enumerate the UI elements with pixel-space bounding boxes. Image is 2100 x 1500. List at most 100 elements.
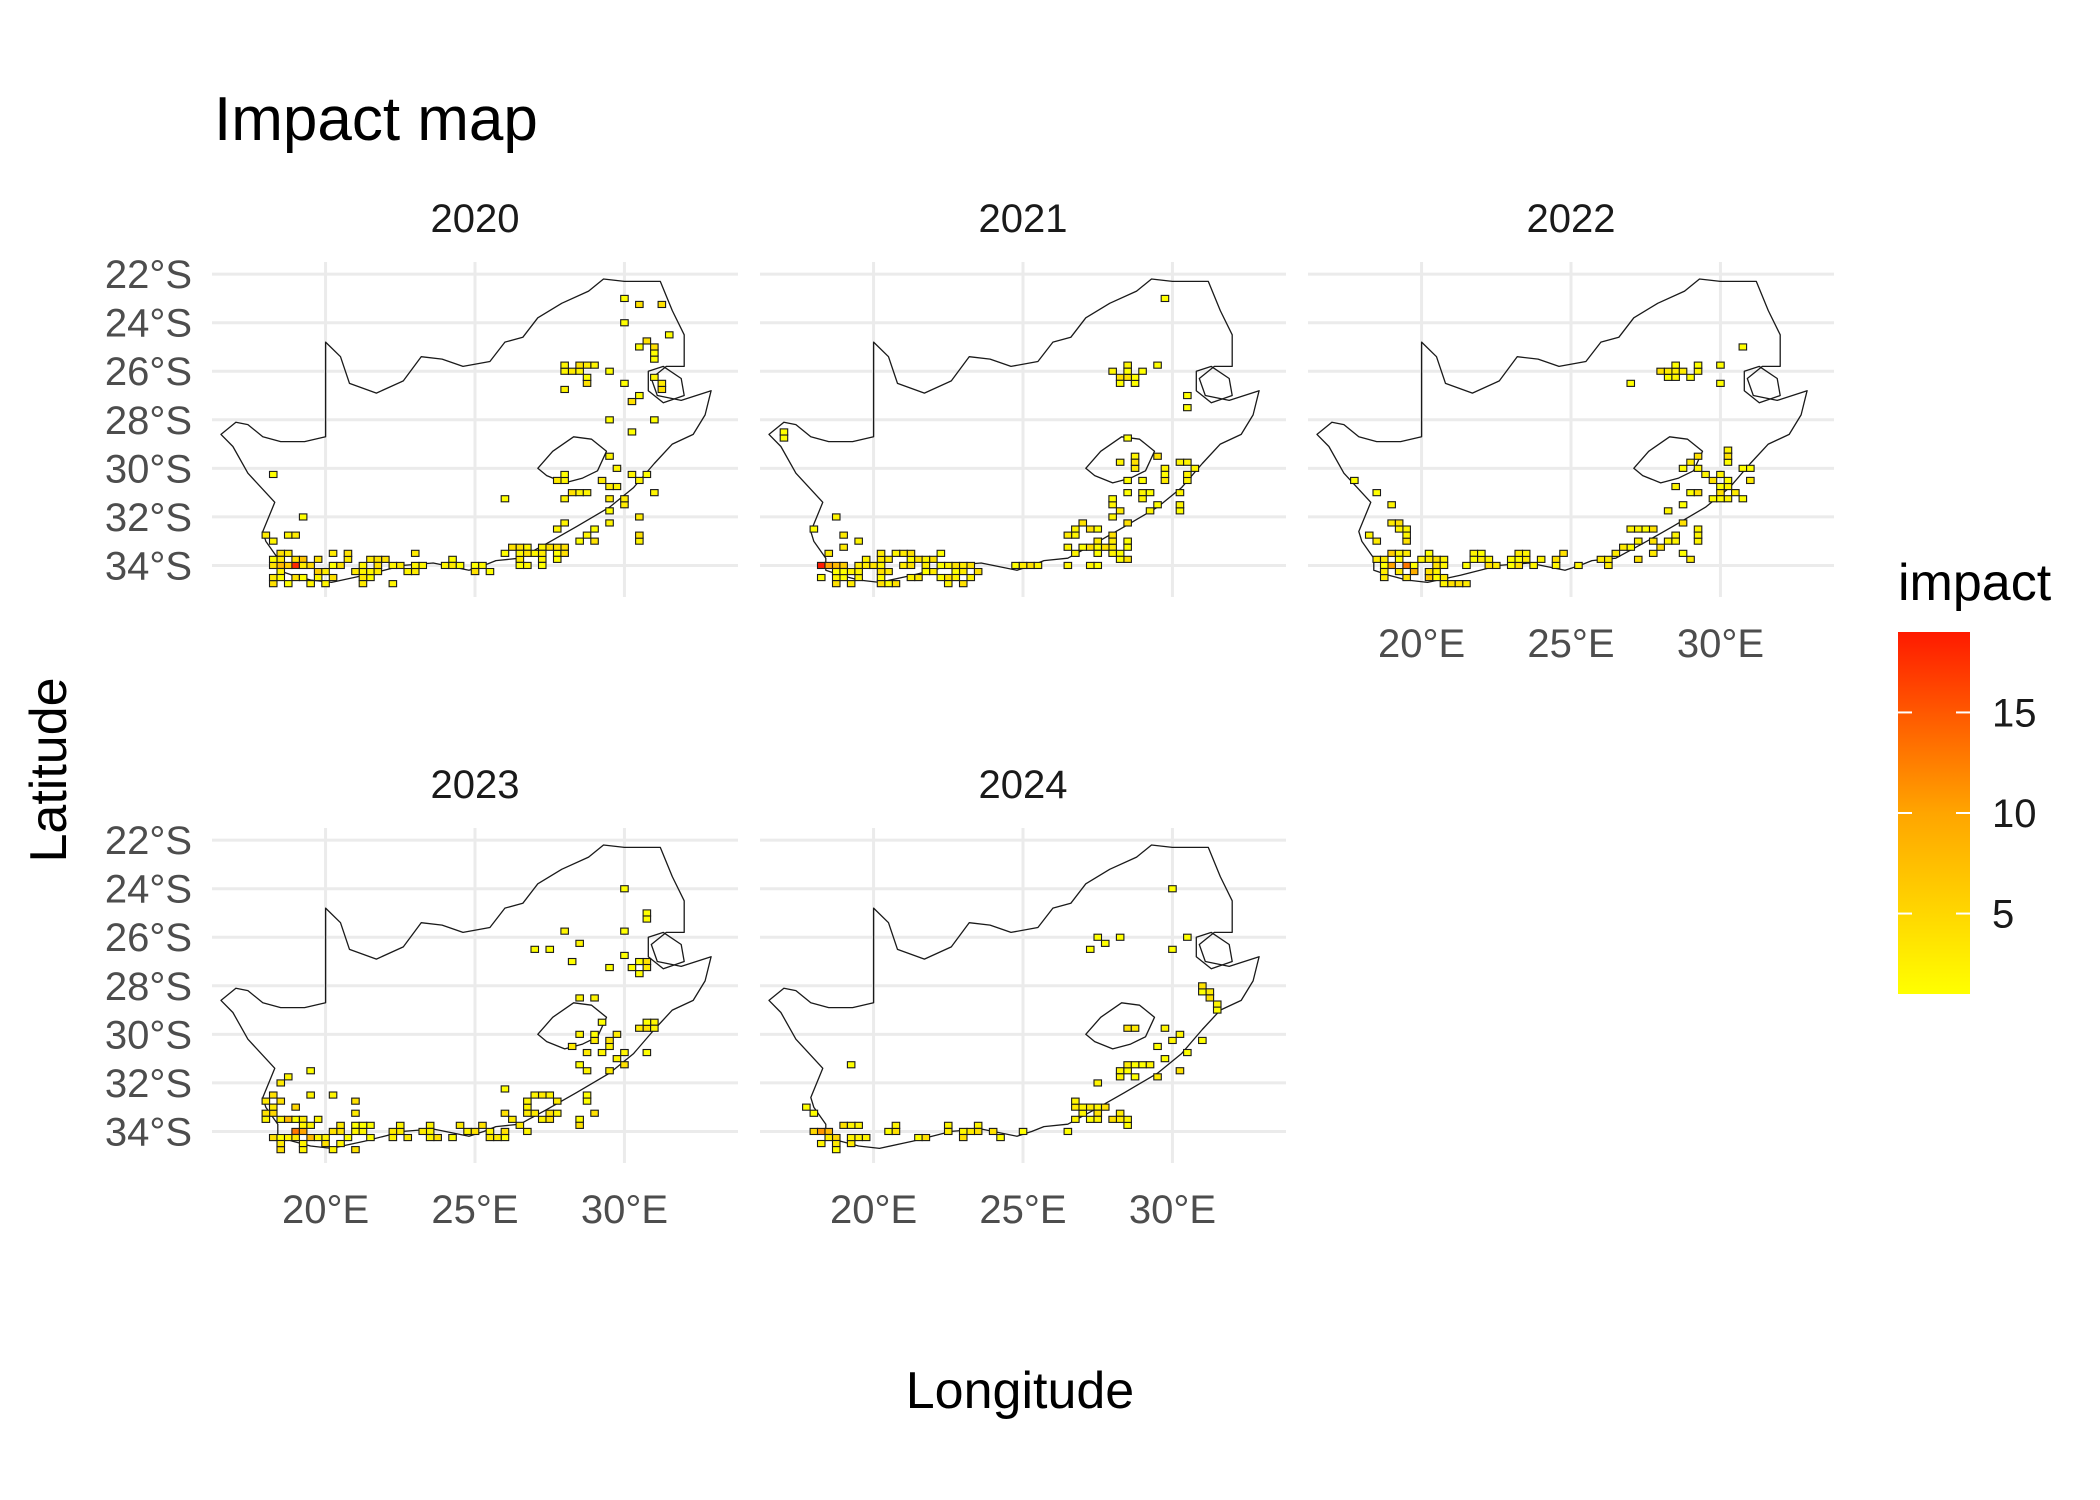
impact-cell: [1686, 458, 1695, 466]
impact-cell: [1183, 933, 1192, 941]
impact-cell: [1168, 945, 1177, 953]
impact-cell: [635, 970, 644, 978]
impact-cell: [1063, 1127, 1073, 1136]
impact-cell: [831, 580, 841, 588]
impact-cell: [1085, 543, 1095, 551]
impact-cell: [261, 1109, 271, 1117]
impact-cell: [620, 379, 629, 387]
impact-cell: [620, 885, 629, 893]
impact-cell: [1115, 458, 1125, 466]
impact-cell: [358, 567, 368, 576]
impact-cell: [515, 543, 525, 551]
lesotho-border: [1085, 436, 1156, 484]
impact-cell: [1731, 489, 1740, 497]
impact-cell: [366, 573, 375, 582]
impact-cell: [1175, 501, 1185, 509]
impact-cell: [958, 1127, 968, 1136]
impact-cell: [560, 927, 569, 935]
impact-cell: [839, 561, 848, 570]
impact-cell: [1168, 1036, 1177, 1045]
impact-cell: [283, 531, 293, 539]
impact-cell: [936, 573, 946, 582]
impact-cell: [1130, 1061, 1140, 1069]
impact-cell: [1671, 531, 1680, 539]
impact-cell: [657, 300, 667, 309]
impact-cell: [283, 549, 293, 557]
impact-cell: [582, 361, 592, 369]
impact-cell: [1491, 561, 1501, 570]
impact-cell: [1108, 513, 1117, 521]
impact-cell: [1671, 361, 1680, 369]
impact-cell: [575, 1030, 584, 1038]
impact-cell: [291, 1115, 300, 1123]
impact-cell: [816, 1139, 826, 1148]
impact-cell: [951, 573, 961, 582]
impact-cell: [1085, 945, 1095, 953]
impact-cell: [1619, 543, 1628, 551]
impact-cell: [605, 1036, 614, 1045]
impact-cell: [358, 580, 368, 588]
impact-cell: [1648, 537, 1658, 545]
impact-cell: [1716, 489, 1725, 497]
legend-tick-label: 15: [1992, 691, 2037, 735]
impact-cell: [485, 1127, 495, 1136]
impact-cell: [921, 1133, 931, 1142]
impact-cell: [906, 549, 916, 557]
impact-cell: [1626, 379, 1636, 387]
impact-cell: [463, 1127, 472, 1136]
impact-cell: [1409, 567, 1419, 576]
impact-cell: [1678, 367, 1688, 375]
lesotho-border: [1085, 1002, 1156, 1050]
impact-cell: [1611, 549, 1621, 557]
impact-cell: [425, 1127, 435, 1136]
impact-cell: [1469, 555, 1479, 563]
impact-cell: [876, 555, 886, 563]
impact-cell: [298, 555, 308, 563]
impact-cell: [921, 561, 931, 570]
impact-cell: [537, 1115, 547, 1123]
impact-cell: [1372, 489, 1382, 497]
impact-cell: [620, 1048, 629, 1057]
impact-cell: [313, 573, 323, 582]
impact-cell: [1402, 531, 1411, 539]
impact-cell: [1693, 531, 1703, 539]
impact-cell: [1115, 1067, 1125, 1075]
impact-cell: [298, 513, 308, 521]
impact-cell: [1439, 555, 1449, 563]
impact-cell: [298, 561, 308, 570]
impact-cell: [1394, 525, 1404, 533]
facet-panel-2023: 2023 22°S 24°S26°S 28°S30°S 32°S34°S 20°E 25°E…: [105, 763, 738, 1232]
impact-cell: [328, 1127, 338, 1136]
facet-panel-2021: 2021: [760, 197, 1286, 597]
impact-cell: [1686, 489, 1695, 497]
impact-cell: [1145, 489, 1155, 497]
impact-cell: [973, 567, 983, 576]
lon-tick-label: 30°E: [1129, 1188, 1216, 1232]
impact-cell: [268, 1133, 278, 1142]
impact-cell: [891, 580, 901, 588]
lat-tick-label: 32°S: [105, 496, 192, 540]
impact-cell: [1085, 1115, 1095, 1123]
impact-cell: [261, 531, 271, 539]
impact-cell: [1071, 525, 1080, 533]
impact-cell: [1123, 1061, 1132, 1069]
impact-cell: [523, 561, 532, 570]
impact-cell: [1160, 470, 1170, 479]
impact-cell: [642, 957, 652, 966]
impact-cell: [545, 1115, 555, 1123]
impact-cell: [590, 1036, 599, 1045]
impact-cell: [1100, 543, 1110, 551]
impact-cell: [523, 543, 532, 551]
impact-cell: [1663, 537, 1673, 545]
impact-cell: [1108, 537, 1117, 545]
impact-cell: [575, 361, 584, 369]
impact-cell: [261, 1115, 271, 1123]
impact-cell: [1678, 501, 1688, 509]
impact-cell: [515, 561, 525, 570]
impact-cell: [854, 1133, 863, 1142]
impact-cell: [321, 1133, 330, 1142]
impact-cell: [1093, 1103, 1103, 1111]
impact-cell: [899, 549, 908, 557]
impact-cell: [1626, 543, 1636, 551]
impact-cell: [515, 555, 525, 563]
